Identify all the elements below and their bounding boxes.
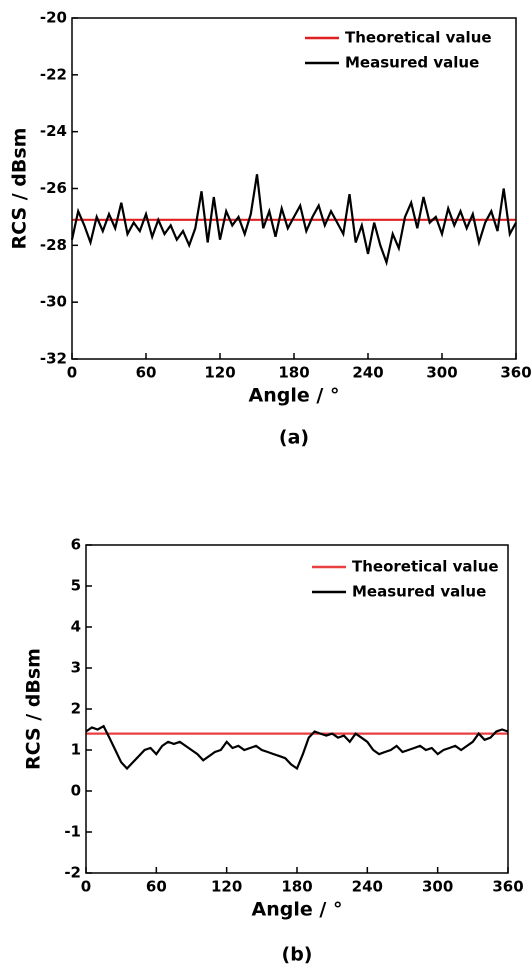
legend-label: Theoretical value [352, 558, 499, 576]
y-tick-label: -22 [40, 65, 67, 83]
y-tick-label: -2 [64, 864, 81, 882]
x-axis-label: Angle / ° [249, 385, 340, 407]
x-tick-label: 0 [67, 364, 77, 382]
y-tick-label: -32 [40, 350, 67, 368]
x-tick-label: 300 [422, 878, 453, 896]
y-tick-label: 6 [71, 536, 81, 554]
plot-frame [85, 544, 509, 874]
y-axis-label: RCS / dBsm [9, 128, 31, 250]
x-tick-label: 180 [281, 878, 312, 896]
y-tick-label: 4 [71, 618, 81, 636]
series-line [70, 174, 517, 267]
y-tick-label: 5 [71, 577, 81, 595]
x-tick-label: 180 [278, 364, 309, 382]
x-tick-label: 240 [352, 364, 383, 382]
x-axis-label: Angle / ° [252, 899, 343, 921]
x-tick-label: 120 [211, 878, 242, 896]
plot-frame [71, 17, 517, 360]
y-axis-label: RCS / dBsm [23, 648, 45, 770]
x-tick-label: 60 [146, 878, 167, 896]
x-tick-label: 120 [204, 364, 235, 382]
legend-label: Theoretical value [345, 29, 492, 47]
x-tick-label: 300 [426, 364, 457, 382]
y-tick-label: 1 [71, 741, 81, 759]
y-tick-label: -30 [40, 293, 67, 311]
caption: (b) [282, 944, 313, 966]
caption: (a) [279, 427, 309, 449]
x-tick-label: 0 [81, 878, 91, 896]
series-line [85, 724, 509, 771]
y-tick-label: 3 [71, 659, 81, 677]
x-tick-label: 360 [492, 878, 523, 896]
y-tick-label: -20 [40, 9, 67, 27]
y-tick-label: -28 [40, 236, 67, 254]
x-tick-label: 60 [136, 364, 157, 382]
y-tick-label: 0 [71, 782, 81, 800]
legend-label: Measured value [352, 583, 486, 601]
y-tick-label: -24 [40, 122, 67, 140]
y-tick-label: 2 [71, 700, 81, 718]
y-tick-label: -1 [64, 823, 81, 841]
x-tick-label: 240 [352, 878, 383, 896]
y-tick-label: -26 [40, 179, 67, 197]
x-tick-label: 360 [500, 364, 531, 382]
legend-label: Measured value [345, 54, 479, 72]
